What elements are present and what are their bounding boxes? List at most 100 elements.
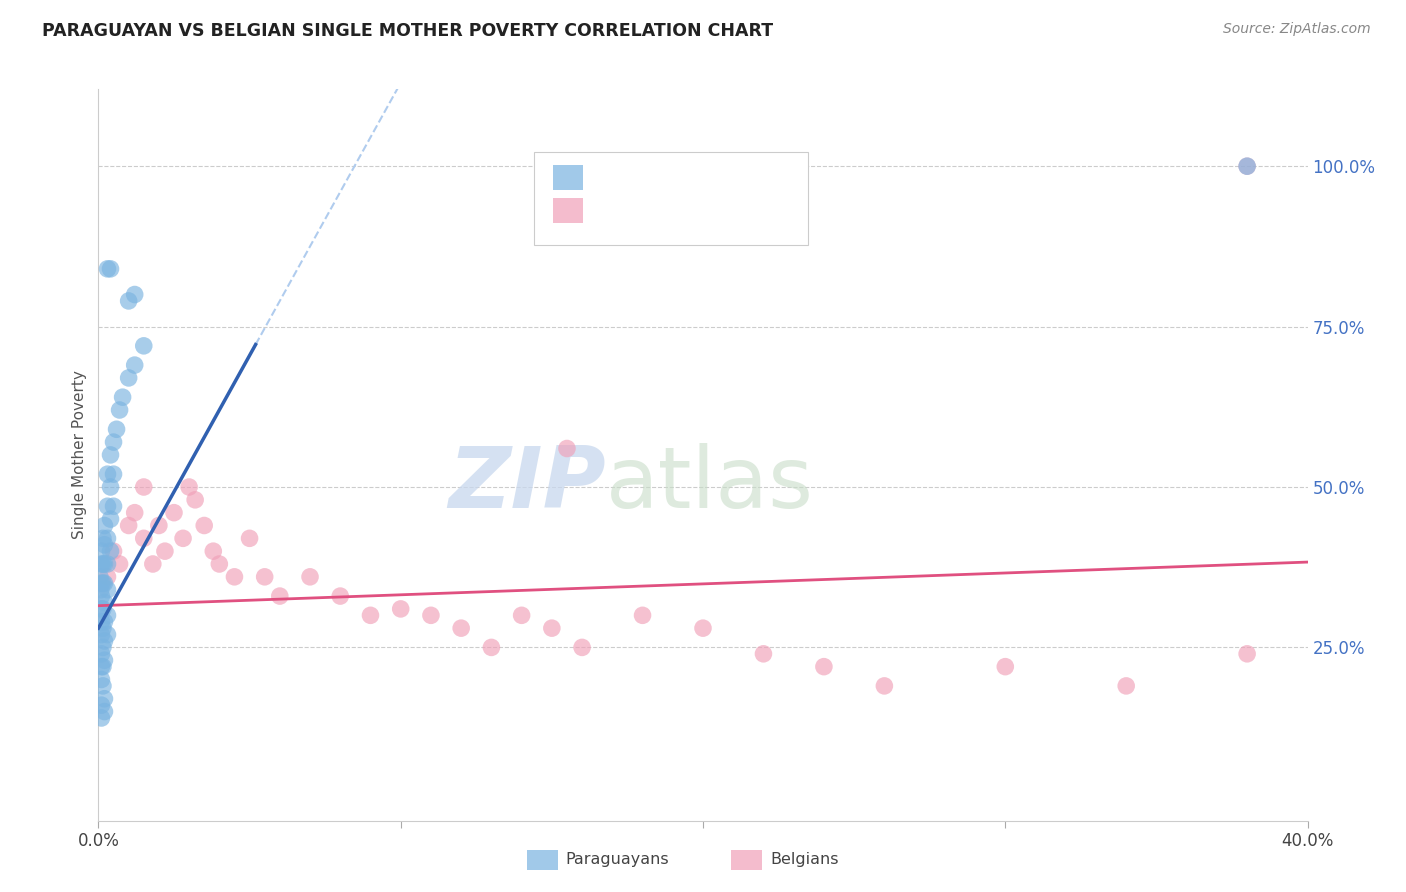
Point [90,544,112,558]
Point [692,621,714,635]
Point [510,608,533,623]
Point [118,518,141,533]
Point [153,544,176,558]
Point [96,467,118,482]
Point [163,506,186,520]
Point [202,544,225,558]
Y-axis label: Single Mother Poverty: Single Mother Poverty [72,370,87,540]
Point [172,532,194,546]
Point [103,500,125,514]
Text: Paraguayans: Paraguayans [565,853,669,867]
Point [90,582,112,597]
Point [224,570,246,584]
Point [103,435,125,450]
Point [571,640,593,655]
Point [91,557,114,571]
Point [93,653,115,667]
Text: R =  0.419   N = 57: R = 0.419 N = 57 [592,166,776,186]
Point [96,500,118,514]
Text: atlas: atlas [606,442,814,525]
Point [91,659,114,673]
Point [299,570,322,584]
Point [96,532,118,546]
Point [93,595,115,609]
Point [118,371,141,385]
Point [108,403,131,417]
Point [96,627,118,641]
Text: PARAGUAYAN VS BELGIAN SINGLE MOTHER POVERTY CORRELATION CHART: PARAGUAYAN VS BELGIAN SINGLE MOTHER POVE… [42,22,773,40]
Point [184,492,207,507]
Text: Belgians: Belgians [770,853,839,867]
Point [481,640,503,655]
Point [132,532,155,546]
Point [90,647,112,661]
Point [389,602,412,616]
Point [90,673,112,687]
Point [148,518,170,533]
Text: ZIP: ZIP [449,442,606,525]
Point [555,442,578,456]
Point [96,582,118,597]
Point [93,538,115,552]
Point [1236,159,1258,173]
Point [239,532,262,546]
Point [90,627,112,641]
Point [100,480,122,494]
Point [103,544,125,558]
Point [90,589,112,603]
Point [752,647,775,661]
Point [91,679,114,693]
Point [93,518,115,533]
Point [1236,647,1258,661]
Point [994,659,1017,673]
Point [90,576,112,591]
Point [132,339,155,353]
Point [93,691,115,706]
Point [124,506,146,520]
Point [91,640,114,655]
Point [360,608,382,623]
Point [100,448,122,462]
Point [93,557,115,571]
Point [450,621,472,635]
Point [91,532,114,546]
Point [111,390,134,404]
Point [142,557,165,571]
Point [269,589,291,603]
Point [90,615,112,629]
Text: R =  0.063   N = 41: R = 0.063 N = 41 [592,200,776,219]
Point [1115,679,1137,693]
Point [253,570,276,584]
Point [105,422,128,436]
Point [631,608,654,623]
Point [329,589,352,603]
Point [179,480,201,494]
Point [91,621,114,635]
Point [100,512,122,526]
Point [873,679,896,693]
Point [90,698,112,713]
Point [93,576,115,591]
Point [100,261,122,276]
Point [118,293,141,308]
Text: Source: ZipAtlas.com: Source: ZipAtlas.com [1223,22,1371,37]
Point [132,480,155,494]
Point [96,261,118,276]
Point [1236,159,1258,173]
Point [420,608,443,623]
Point [90,711,112,725]
Point [124,287,146,301]
Point [103,467,125,482]
Point [90,602,112,616]
Point [208,557,231,571]
Point [91,576,114,591]
Point [93,615,115,629]
Point [96,570,118,584]
Point [96,557,118,571]
Point [540,621,562,635]
Point [90,659,112,673]
Point [813,659,835,673]
Point [89,570,111,584]
Point [100,544,122,558]
Point [93,634,115,648]
